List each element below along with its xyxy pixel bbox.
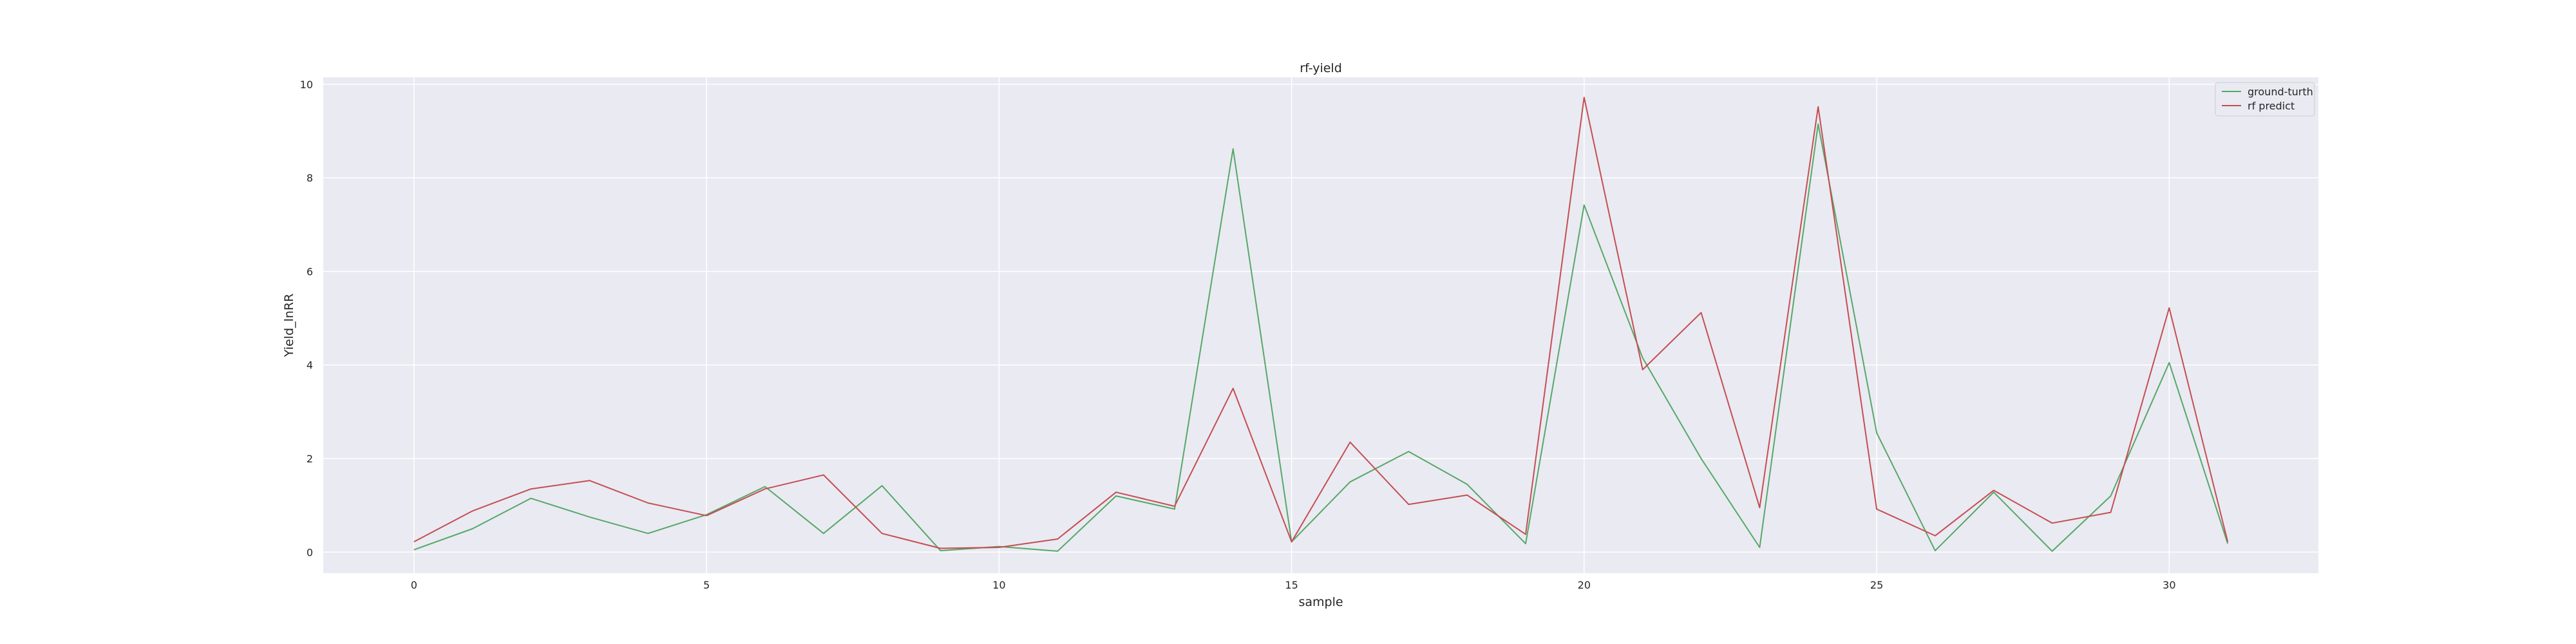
- series-line-rf-predict: [413, 97, 2229, 549]
- x-tick-label: 25: [1870, 579, 1883, 591]
- y-axis-label: Yield_lnRR: [282, 294, 296, 357]
- series-lines: [413, 97, 2229, 552]
- x-tick-label: 20: [1578, 579, 1591, 591]
- y-tick-label: 6: [307, 265, 313, 278]
- x-tick-label: 5: [703, 579, 710, 591]
- y-tick-label: 4: [307, 359, 313, 372]
- grid-lines: [323, 77, 2318, 573]
- y-tick-label: 0: [307, 546, 313, 558]
- y-tick-label: 10: [300, 79, 313, 91]
- y-tick-label: 8: [307, 172, 313, 184]
- legend-label-rf-predict: rf predict: [2248, 100, 2295, 112]
- x-tick-label: 15: [1285, 579, 1298, 591]
- legend-label-ground-turth: ground-turth: [2248, 86, 2313, 98]
- x-tick-label: 0: [411, 579, 417, 591]
- x-tick-label: 10: [992, 579, 1005, 591]
- plot-background: [323, 77, 2318, 573]
- chart-title: rf-yield: [1300, 61, 1342, 75]
- tick-labels: 0 5 10 15 20 25 30 0 2 4 6 8 10: [300, 79, 2176, 591]
- legend: ground-turth rf predict: [2215, 82, 2315, 117]
- x-tick-label: 30: [2163, 579, 2175, 591]
- y-tick-label: 2: [307, 453, 313, 465]
- x-axis-label: sample: [1298, 595, 1343, 609]
